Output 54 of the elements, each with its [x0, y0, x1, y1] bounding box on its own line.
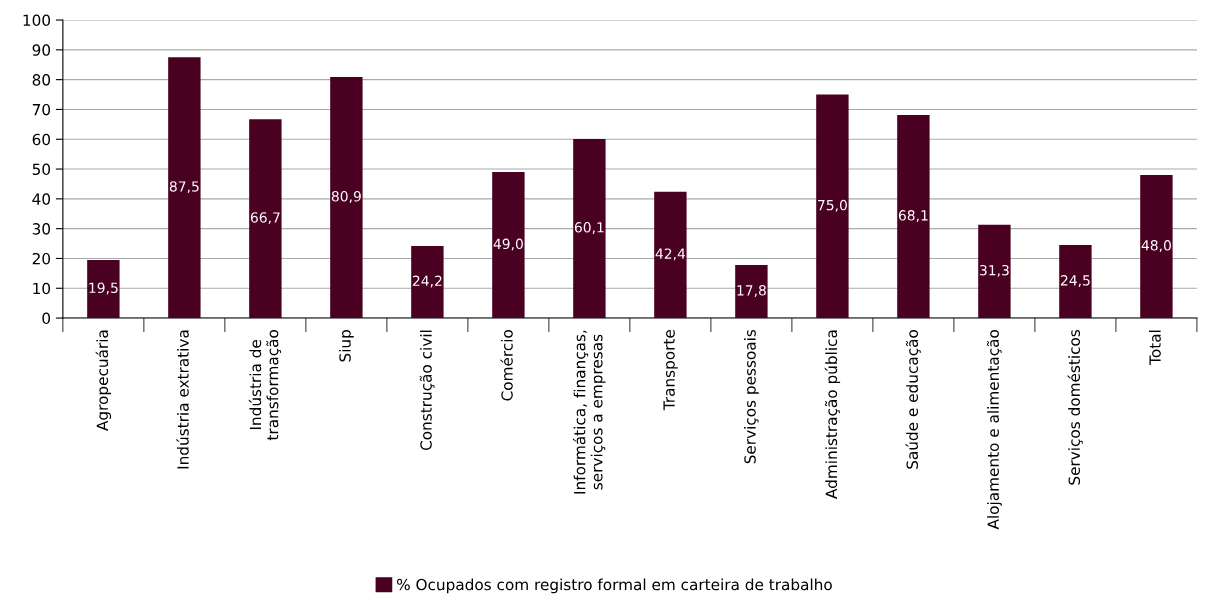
- y-tick-label: 40: [32, 193, 51, 205]
- x-tick-label: Agropecuária: [95, 330, 112, 431]
- data-label: 24,5: [1060, 275, 1090, 288]
- y-tick-label: 80: [32, 74, 51, 86]
- x-tick-label: Indústria extrativa: [176, 330, 189, 469]
- x-tick-label: Transporte: [663, 329, 678, 411]
- bar: [897, 115, 930, 319]
- y-tick-label: 100: [23, 14, 51, 27]
- x-tick-label: Saúde e educação: [905, 330, 921, 469]
- data-label: 60,1: [574, 222, 604, 234]
- data-label: 42,4: [655, 248, 686, 261]
- bar: [411, 245, 444, 319]
- bar: [573, 138, 606, 319]
- x-tick-label: Informática, finanças, serviços a empresas: [573, 330, 606, 494]
- bar: [1059, 245, 1092, 319]
- data-label: 17,8: [737, 285, 766, 297]
- y-tick-label: 70: [32, 103, 51, 116]
- bar: [168, 57, 201, 319]
- bar: [735, 265, 768, 319]
- x-tick-label: Serviços pessoais: [744, 329, 759, 464]
- data-label: 66,7: [250, 212, 280, 225]
- data-label: 49,0: [493, 238, 523, 251]
- bar: [816, 94, 849, 319]
- bar: [492, 172, 525, 319]
- bar: [978, 224, 1011, 319]
- y-tick-label: 60: [32, 133, 51, 146]
- x-tick-label: Indústria de transformação: [248, 330, 282, 441]
- bar: [249, 119, 282, 319]
- y-tick-label: 90: [32, 44, 51, 56]
- bar: [654, 191, 687, 319]
- bar: [330, 76, 363, 319]
- data-label: 87,5: [169, 181, 199, 194]
- data-label: 48,0: [1141, 240, 1171, 252]
- data-label: 31,3: [980, 264, 1009, 277]
- y-tick-label: 50: [32, 163, 51, 176]
- bar: [1140, 175, 1173, 319]
- y-tick-label: 30: [32, 223, 51, 235]
- y-tick-label: 10: [33, 282, 51, 295]
- x-tick-label: Administração pública: [824, 330, 841, 499]
- x-tick-label: Total: [1149, 330, 1161, 365]
- data-label: 75,0: [818, 199, 847, 212]
- legend-label: % Ocupados com registro formal em carteira de trabalho: [396, 578, 832, 594]
- x-tick-label: Serviços domésticos: [1067, 329, 1083, 485]
- x-tick-label: Alojamento e alimentação: [986, 330, 1002, 530]
- y-tick-label: 20: [32, 252, 51, 265]
- data-label: 19,5: [89, 282, 118, 295]
- bar: [87, 259, 120, 319]
- x-tick-label: Siup: [338, 330, 354, 362]
- data-label: 24,2: [412, 275, 442, 288]
- x-tick-label: Comércio: [500, 330, 513, 401]
- y-tick-label: 0: [42, 312, 51, 325]
- data-label: 68,1: [898, 210, 928, 223]
- x-tick-label: Construção civil: [419, 330, 435, 451]
- data-label: 80,9: [331, 191, 361, 203]
